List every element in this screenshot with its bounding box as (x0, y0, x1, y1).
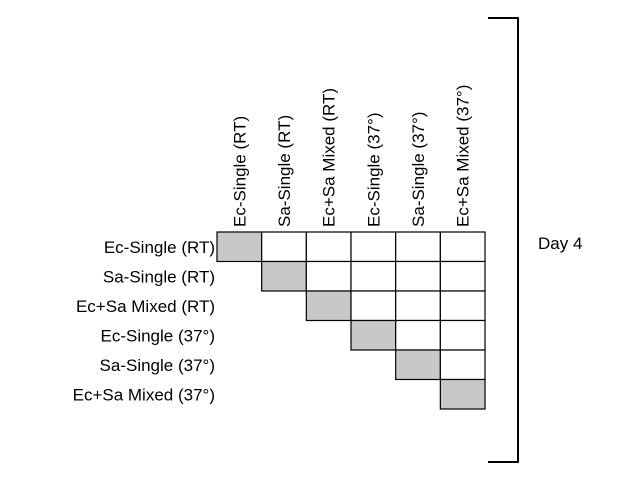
diagonal-cell (439, 378, 486, 410)
bracket-line (488, 17, 519, 463)
diagonal-cell (350, 319, 397, 351)
diagonal-cell (216, 231, 263, 263)
matrix-cell (261, 231, 307, 263)
matrix-cell (439, 349, 486, 381)
diagonal-cell (305, 290, 352, 322)
row-labels: Ec-Single (RT) Sa-Single (RT) Ec+Sa Mixed … (73, 238, 215, 405)
column-label: Ec-Single (RT) (230, 116, 249, 227)
column-label: Sa-Single (RT) (275, 115, 294, 227)
row-label: Ec-Single (RT) (104, 238, 215, 257)
row-label: Sa-Single (37°) (100, 356, 215, 375)
matrix-cells (216, 231, 486, 410)
matrix-cell (305, 260, 352, 292)
row-label: Ec+Sa Mixed (RT) (76, 297, 215, 316)
bracket-label: Day 4 (538, 234, 582, 253)
diagonal-cell (261, 260, 307, 292)
matrix-cell (439, 231, 486, 263)
column-label: Ec+Sa Mixed (37°) (454, 85, 473, 227)
column-labels: Ec-Single (RT) Sa-Single (RT) Ec+Sa Mixed … (230, 85, 472, 227)
matrix-cell (395, 290, 441, 322)
matrix-cell (350, 231, 397, 263)
matrix-cell (305, 231, 352, 263)
matrix-cell (395, 319, 441, 351)
matrix-cell (439, 290, 486, 322)
day-bracket: Day 4 (488, 17, 582, 463)
matrix-cell (395, 231, 441, 263)
column-label: Ec-Single (37°) (364, 112, 383, 227)
matrix-cell (439, 319, 486, 351)
matrix-cell (395, 260, 441, 292)
row-label: Ec+Sa Mixed (37°) (73, 385, 215, 404)
diagonal-cell (395, 349, 441, 381)
matrix-cell (439, 260, 486, 292)
row-label: Sa-Single (RT) (103, 267, 215, 286)
matrix-cell (350, 290, 397, 322)
matrix-cell (350, 260, 397, 292)
column-label: Sa-Single (37°) (409, 112, 428, 227)
row-label: Ec-Single (37°) (100, 326, 215, 345)
column-label: Ec+Sa Mixed (RT) (320, 88, 339, 227)
